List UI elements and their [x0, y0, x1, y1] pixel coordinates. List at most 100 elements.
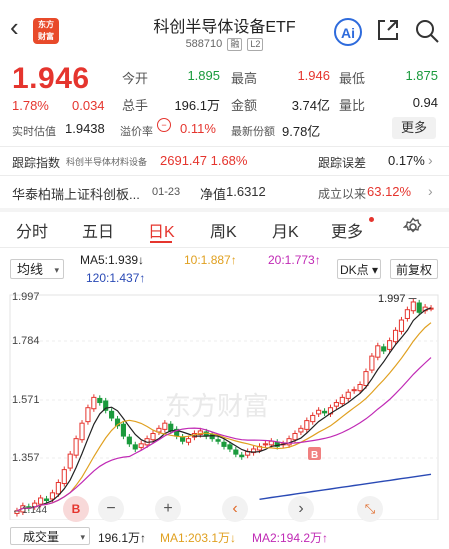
candle-body — [339, 396, 345, 405]
tab-more[interactable]: 更多 — [331, 224, 364, 241]
search-icon[interactable] — [414, 18, 440, 44]
dk-point-button[interactable]: DK点 ▾ — [337, 259, 381, 279]
tab-five-day[interactable]: 五日 — [82, 224, 115, 241]
dropdown-triangle-icon: ▾ — [80, 532, 85, 542]
candle-body — [49, 492, 56, 500]
stock-code: 588710 融 L2 — [0, 38, 449, 51]
candle-body — [120, 423, 127, 437]
tab-weekly-k[interactable]: 周K — [210, 224, 237, 241]
tracking-index-name[interactable]: 科创半导体材料设备 — [66, 157, 148, 167]
level2-tag: L2 — [247, 38, 264, 51]
candle-body — [209, 434, 215, 440]
candle-body — [363, 371, 369, 387]
divider — [0, 247, 449, 248]
margin-tag: 融 — [227, 38, 243, 51]
premium-value: 0.11% — [180, 121, 216, 136]
volume-ma1: MA1:203.1万↓ — [160, 531, 237, 545]
tracking-index-value[interactable]: 2691.47 1.68% — [160, 153, 248, 168]
svg-text:B: B — [311, 450, 318, 461]
volume-indicator-select[interactable]: 成交量 ▾ — [10, 527, 90, 545]
volume-current: 196.1万↑ — [98, 531, 147, 545]
tab-monthly-k[interactable]: 月K — [272, 224, 299, 241]
candle-body — [73, 438, 79, 456]
notification-dot — [369, 217, 374, 222]
nav-date: 01-23 — [152, 186, 181, 198]
candle-body — [333, 402, 339, 407]
candle-body — [103, 400, 109, 411]
candle-body — [114, 418, 121, 427]
candle-body — [79, 422, 85, 441]
candle-body — [43, 498, 50, 502]
candle-body — [310, 414, 316, 423]
high-value: 1.946 — [297, 68, 330, 83]
active-tab-indicator — [150, 241, 172, 243]
last-price: 1.946 — [12, 62, 90, 95]
tracking-error-label[interactable]: 跟踪误差 — [318, 156, 367, 170]
zoom-in-button[interactable]: + — [155, 496, 181, 522]
candle-body — [345, 391, 351, 399]
price-adjust-button[interactable]: 前复权 — [390, 259, 438, 279]
tracking-index-label[interactable]: 跟踪指数 — [12, 156, 61, 170]
indicator-select[interactable]: 均线 ▾ — [10, 259, 64, 279]
low-value: 1.875 — [405, 68, 438, 83]
candle-body — [268, 440, 274, 446]
ai-assistant-button[interactable]: Ai — [334, 18, 362, 46]
candle-body — [126, 436, 132, 445]
candle-body — [392, 329, 399, 343]
candle-body — [197, 430, 203, 436]
candle-body — [150, 432, 156, 441]
page-title: 科创半导体设备ETF — [153, 19, 296, 36]
scroll-right-button[interactable]: › — [288, 496, 314, 522]
low-label: 最低 — [339, 71, 366, 86]
candle-body — [109, 410, 115, 419]
share-icon[interactable] — [376, 18, 400, 42]
tracking-error-value[interactable]: 0.17% — [388, 153, 425, 168]
more-button[interactable]: 更多 — [392, 117, 436, 139]
kline-chart[interactable]: 东方财富 B 1.997 ─ — [0, 290, 449, 520]
tab-intraday[interactable]: 分时 — [16, 224, 49, 241]
candle-body — [162, 422, 168, 430]
fund-name[interactable]: 华泰柏瑞上证科创板... — [12, 187, 140, 202]
volume-value: 196.1万 — [174, 98, 220, 113]
ma120-value: 120:1.437↑ — [86, 271, 146, 285]
tab-daily-k[interactable]: 日K — [148, 224, 175, 241]
candle-body — [381, 346, 387, 352]
scroll-left-button[interactable]: ‹ — [222, 496, 248, 522]
ma10-line — [16, 322, 432, 512]
fullscreen-expand-icon[interactable]: ⤡ — [357, 496, 383, 522]
estimate-label: 实时估值 — [12, 126, 56, 138]
nav-value: 1.6312 — [226, 184, 266, 199]
min-price-marker: ←1.144 — [12, 505, 48, 516]
candle-body — [304, 420, 310, 430]
premium-info-icon[interactable]: − — [157, 118, 171, 132]
nav-label: 净值 — [200, 187, 227, 202]
ma5-value: MA5:1.939↓ — [80, 253, 145, 267]
back-icon[interactable]: ‹ — [10, 12, 19, 42]
candle-body — [351, 389, 357, 392]
buy-signal-b — [308, 447, 321, 460]
high-label: 最高 — [231, 71, 258, 86]
buy-marker-b[interactable]: B — [63, 496, 89, 522]
candle-body — [91, 396, 97, 410]
settings-gear-icon[interactable] — [402, 217, 423, 242]
candle-body — [357, 383, 363, 392]
candle-body — [97, 397, 103, 404]
y-label-top: 1.997 — [12, 291, 40, 303]
candle-body — [398, 319, 405, 332]
code-text: 588710 — [185, 38, 223, 50]
candle-body — [55, 482, 61, 495]
chevron-right-icon[interactable]: › — [428, 152, 433, 168]
candle-body — [262, 443, 268, 446]
ma10-value: 10:1.887↑ — [184, 253, 237, 267]
section-gap — [0, 208, 449, 212]
chevron-right-icon[interactable]: › — [428, 183, 433, 199]
zoom-out-button[interactable]: − — [98, 496, 124, 522]
candle-body — [14, 510, 20, 514]
candle-body — [369, 355, 375, 371]
candle-body — [215, 439, 221, 442]
watermark: 东方财富 — [165, 392, 269, 422]
candle-body — [321, 410, 328, 414]
volume-label: 总手 — [122, 98, 149, 113]
candle-body — [375, 345, 381, 358]
ma20-value: 20:1.773↑ — [268, 253, 321, 267]
